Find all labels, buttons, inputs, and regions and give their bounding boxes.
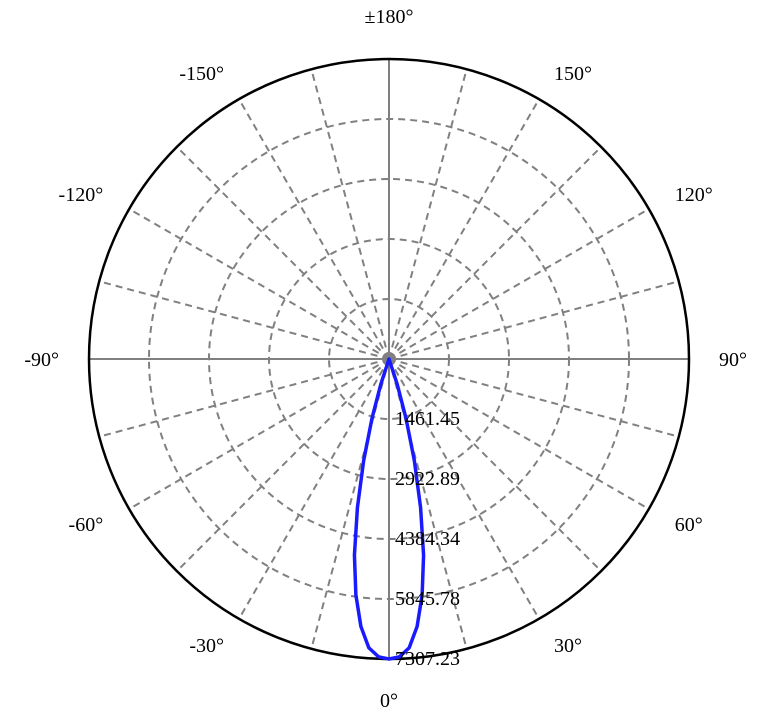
angle-label: 120° xyxy=(675,184,713,206)
angle-label: -150° xyxy=(179,63,224,85)
radial-label: 7307.23 xyxy=(395,648,460,670)
angle-label: -60° xyxy=(69,514,104,536)
angle-label: 60° xyxy=(675,514,703,536)
angle-label: 30° xyxy=(554,635,582,657)
angle-label: 90° xyxy=(719,349,747,371)
radial-label: 1461.45 xyxy=(395,408,460,430)
angle-label: 0° xyxy=(380,690,398,712)
polar-chart: ±180° 150° 120° 90° 60° 30° 0° -30° -60° -90° -120… xyxy=(0,0,779,718)
radial-label: 2922.89 xyxy=(395,468,460,490)
radial-label: 4384.34 xyxy=(395,528,460,550)
radial-label: 5845.78 xyxy=(395,588,460,610)
angle-label: -120° xyxy=(59,184,104,206)
angle-label: -30° xyxy=(189,635,224,657)
angle-label: -90° xyxy=(24,349,59,371)
angle-label: 150° xyxy=(554,63,592,85)
angle-label: ±180° xyxy=(365,6,414,28)
